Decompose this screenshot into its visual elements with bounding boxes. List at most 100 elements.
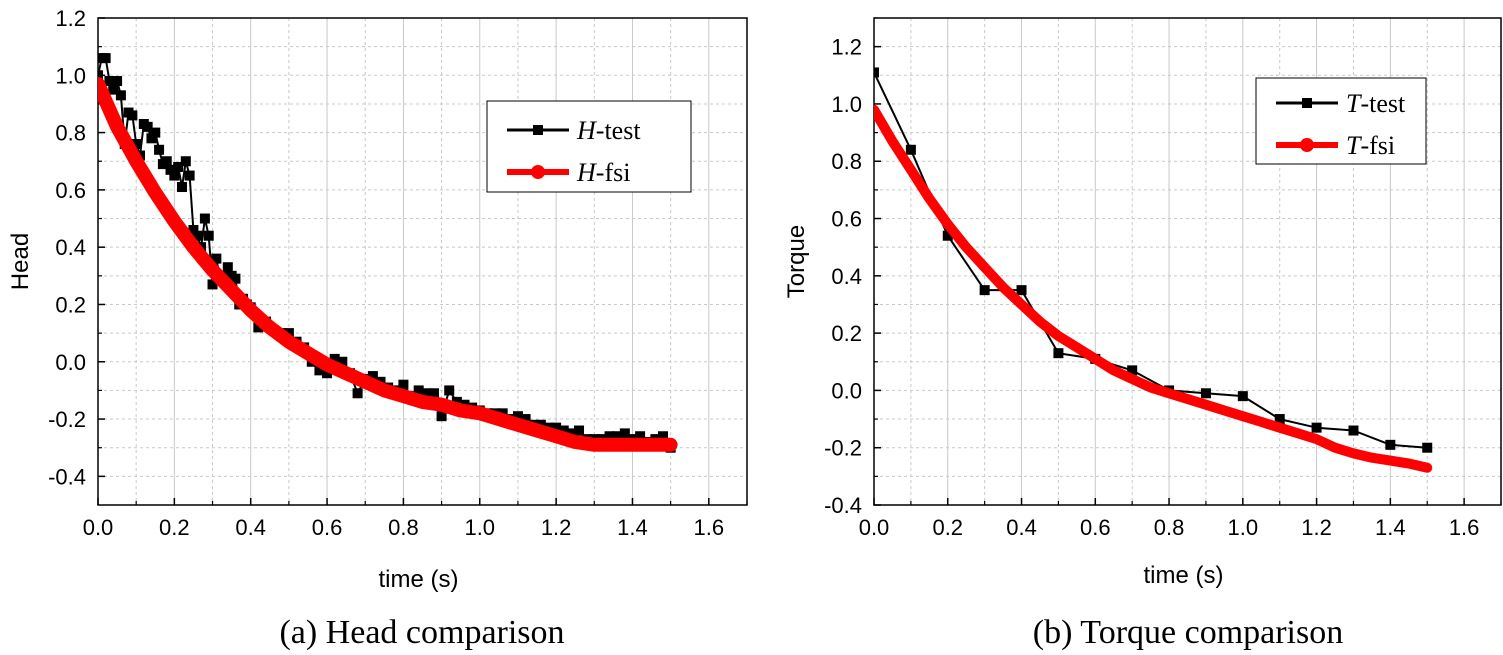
test-data-point	[421, 388, 432, 399]
test-data-point	[352, 388, 363, 399]
legend-entry-label: T-test	[1346, 89, 1406, 118]
test-data-point	[337, 356, 348, 367]
test-data-point	[520, 414, 531, 425]
x-axis-title: time (s)	[379, 566, 459, 593]
panel-caption: (b) Torque comparison	[1033, 614, 1343, 651]
test-data-point	[199, 213, 210, 224]
y-tick-label: 0.4	[55, 235, 86, 260]
legend-entry-label: H-fsi	[576, 158, 630, 187]
x-tick-label: 1.4	[1375, 515, 1406, 540]
legend-circle-marker	[1300, 138, 1314, 152]
plot-area	[98, 53, 678, 453]
test-data-point	[173, 161, 184, 172]
test-data-point	[413, 385, 424, 396]
y-tick-label: 0.0	[55, 350, 86, 375]
legend-suffix: -test	[596, 116, 642, 145]
test-data-point	[253, 322, 264, 333]
legend-square-marker	[533, 125, 543, 135]
test-data-point	[451, 396, 462, 407]
y-tick-label: 0.4	[831, 264, 862, 289]
legend-symbol: T	[1346, 89, 1362, 118]
test-data-point	[635, 431, 646, 442]
x-tick-label: 1.4	[617, 515, 648, 540]
y-tick-label: 0.2	[831, 321, 862, 346]
legend-suffix: -fsi	[1360, 131, 1395, 160]
test-data-point	[1422, 442, 1433, 453]
legend-suffix: -test	[1360, 89, 1406, 118]
test-data-point	[192, 230, 203, 241]
test-data-point	[131, 139, 142, 150]
y-axis-title: Torque	[783, 225, 810, 298]
test-data-point	[1311, 422, 1322, 433]
y-tick-label: -0.2	[48, 407, 86, 432]
legend-symbol: T	[1346, 131, 1362, 160]
test-data-point	[314, 365, 325, 376]
test-data-point	[165, 164, 176, 175]
test-data-point	[367, 371, 378, 382]
y-tick-label: 1.2	[831, 35, 862, 60]
test-data-point	[100, 53, 111, 64]
test-data-point	[203, 230, 214, 241]
legend-box	[486, 100, 692, 193]
x-tick-label: 0.2	[159, 515, 190, 540]
legend-entry-label: T-fsi	[1346, 131, 1395, 160]
legend-circle-marker	[531, 165, 545, 179]
test-data-point	[98, 70, 103, 81]
test-data-point	[905, 144, 916, 155]
y-axis-title: Head	[7, 233, 34, 290]
panel-caption: (a) Head comparison	[279, 614, 564, 651]
legend-square-marker	[1302, 98, 1312, 108]
test-data-point	[1385, 439, 1396, 450]
test-data-point	[604, 431, 615, 442]
x-tick-label: 1.2	[541, 515, 572, 540]
x-tick-label: 1.6	[1449, 515, 1480, 540]
test-data-point	[398, 379, 409, 390]
test-data-point	[222, 262, 233, 273]
y-tick-label: 0.6	[831, 207, 862, 232]
test-data-point	[322, 368, 333, 379]
y-tick-label: 0.6	[55, 178, 86, 203]
test-data-point	[619, 428, 630, 439]
test-data-point	[1237, 391, 1248, 402]
test-data-point	[574, 425, 585, 436]
test-data-point	[512, 411, 523, 422]
test-data-point	[612, 431, 623, 442]
torque-comparison-panel: 0.0 0.2 0.4 0.6 0.8 1.0 1.2 1.4 1.6 -0.4 -0.2 0.0 0.…	[783, 17, 1502, 651]
test-data-point	[161, 156, 172, 167]
test-data-point	[169, 170, 180, 181]
y-tick-label: 0.8	[831, 149, 862, 174]
plot-frame	[873, 17, 1502, 506]
test-data-point	[176, 182, 187, 193]
plot-frame	[97, 17, 748, 506]
x-tick-label: 1.0	[464, 515, 495, 540]
test-data-point	[115, 90, 126, 101]
x-tick-label: 0.4	[1006, 515, 1037, 540]
test-data-point	[428, 388, 439, 399]
x-tick-label: 0.0	[859, 515, 890, 540]
test-data-point	[211, 253, 222, 264]
test-data-point	[104, 76, 115, 87]
test-data-point	[184, 170, 195, 181]
test-data-point	[1200, 388, 1211, 399]
test-data-point	[566, 428, 577, 439]
test-data-point	[1053, 348, 1064, 359]
test-data-point	[1348, 425, 1359, 436]
y-tick-label: 0.0	[831, 378, 862, 403]
x-tick-label: 1.6	[694, 515, 725, 540]
x-tick-label: 1.2	[1301, 515, 1332, 540]
test-data-point	[108, 84, 119, 95]
fsi-series-line	[98, 76, 678, 452]
test-data-point	[444, 385, 455, 396]
y-tick-label: 1.2	[55, 6, 86, 31]
grid	[98, 18, 747, 505]
test-data-point	[1127, 365, 1138, 376]
y-tick-label: -0.4	[824, 493, 862, 518]
y-tick-label: 1.0	[831, 92, 862, 117]
plot-area	[874, 67, 1433, 473]
test-data-point	[942, 230, 953, 241]
test-data-point	[436, 411, 447, 422]
y-tick-label: 0.8	[55, 121, 86, 146]
